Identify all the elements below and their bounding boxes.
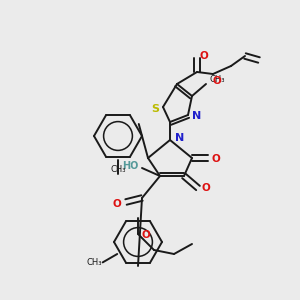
Text: O: O (202, 183, 210, 193)
Text: O: O (200, 51, 208, 61)
Text: O: O (212, 154, 220, 164)
Text: CH₃: CH₃ (210, 76, 226, 85)
Text: CH₃: CH₃ (110, 165, 126, 174)
Text: O: O (142, 230, 150, 240)
Text: S: S (151, 104, 159, 114)
Text: N: N (176, 133, 184, 143)
Text: O: O (213, 76, 221, 86)
Text: HO: HO (122, 161, 138, 171)
Text: N: N (192, 111, 202, 121)
Text: O: O (112, 199, 122, 209)
Text: CH₃: CH₃ (87, 258, 102, 267)
